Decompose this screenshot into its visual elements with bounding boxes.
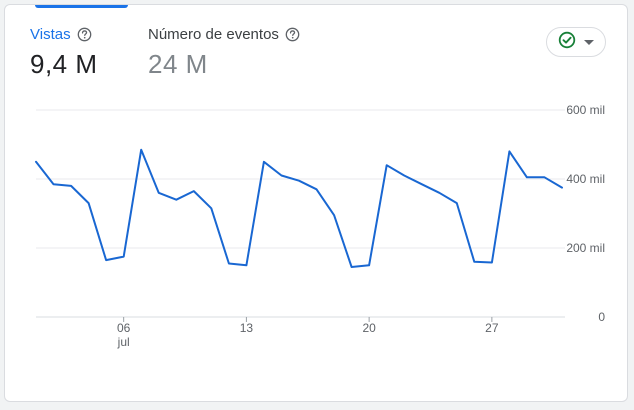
tab-event-count[interactable]: Número de eventos 24 M bbox=[148, 25, 300, 80]
data-point[interactable] bbox=[50, 180, 58, 188]
views-chart-card: Vistas 9,4 M Número de eventos 24 bbox=[4, 4, 628, 402]
data-point[interactable] bbox=[540, 173, 548, 181]
tab-event-count-label: Número de eventos bbox=[148, 25, 279, 43]
data-point[interactable] bbox=[32, 158, 40, 166]
data-point[interactable] bbox=[313, 185, 321, 193]
tab-views-label-row: Vistas bbox=[30, 25, 98, 43]
tab-views[interactable]: Vistas 9,4 M bbox=[30, 25, 98, 80]
data-point[interactable] bbox=[102, 256, 110, 264]
data-point[interactable] bbox=[137, 146, 145, 154]
tab-views-label: Vistas bbox=[30, 25, 71, 43]
data-point[interactable] bbox=[470, 258, 478, 266]
y-tick-label: 400 mil bbox=[566, 172, 605, 186]
data-point[interactable] bbox=[400, 172, 408, 180]
x-tick-label: 27 bbox=[485, 321, 499, 335]
data-point[interactable] bbox=[207, 204, 215, 212]
data-point[interactable] bbox=[190, 187, 198, 195]
tab-views-value: 9,4 M bbox=[30, 49, 98, 79]
x-tick-label: 06 bbox=[117, 321, 131, 335]
data-point[interactable] bbox=[348, 263, 356, 271]
chart-gridlines bbox=[36, 109, 565, 318]
check-circle-icon bbox=[558, 31, 576, 54]
y-tick-label: 600 mil bbox=[566, 103, 605, 117]
y-tick-label: 200 mil bbox=[566, 241, 605, 255]
data-point[interactable] bbox=[435, 189, 443, 197]
data-point[interactable] bbox=[172, 196, 180, 204]
tab-event-count-value: 24 M bbox=[148, 49, 208, 79]
help-circle-icon[interactable] bbox=[285, 27, 300, 42]
status-filter-dropdown[interactable] bbox=[546, 27, 606, 57]
data-point[interactable] bbox=[260, 158, 268, 166]
series-line-views bbox=[35, 148, 563, 268]
y-tick-label: 0 bbox=[598, 310, 605, 324]
x-tick-sublabel: jul bbox=[117, 335, 130, 349]
data-point[interactable] bbox=[155, 189, 163, 197]
y-axis-ticks: 600 mil 400 mil 200 mil 0 bbox=[566, 103, 605, 324]
data-point[interactable] bbox=[330, 211, 338, 219]
data-point[interactable] bbox=[488, 258, 496, 266]
data-point[interactable] bbox=[505, 147, 513, 155]
data-point[interactable] bbox=[295, 177, 303, 185]
help-circle-icon[interactable] bbox=[77, 27, 92, 42]
x-tick-label: 13 bbox=[240, 321, 254, 335]
data-point[interactable] bbox=[85, 199, 93, 207]
tab-event-count-label-row: Número de eventos bbox=[148, 25, 300, 43]
data-point[interactable] bbox=[453, 199, 461, 207]
data-point[interactable] bbox=[365, 261, 373, 269]
data-point[interactable] bbox=[67, 182, 75, 190]
caret-down-icon bbox=[584, 33, 594, 51]
chart-series bbox=[32, 146, 566, 271]
data-point[interactable] bbox=[120, 253, 128, 261]
data-point[interactable] bbox=[277, 172, 285, 180]
data-point[interactable] bbox=[383, 161, 391, 169]
data-point[interactable] bbox=[523, 173, 531, 181]
data-point[interactable] bbox=[418, 180, 426, 188]
active-tab-indicator bbox=[35, 5, 128, 8]
data-point[interactable] bbox=[242, 261, 250, 269]
data-point[interactable] bbox=[225, 260, 233, 268]
data-point[interactable] bbox=[558, 184, 566, 192]
x-tick-label: 20 bbox=[362, 321, 376, 335]
